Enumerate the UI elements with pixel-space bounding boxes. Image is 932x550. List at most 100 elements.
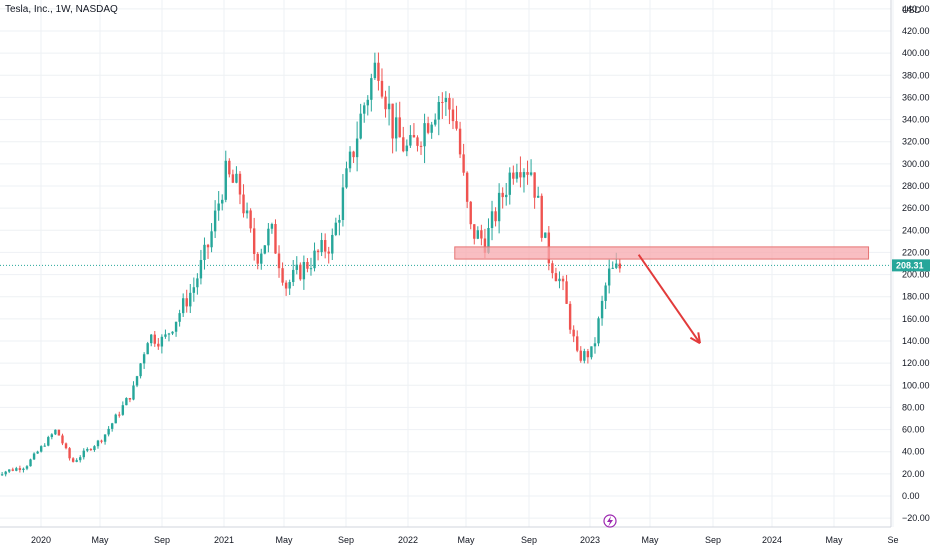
- candle-body: [391, 103, 394, 139]
- candle-body: [103, 434, 107, 442]
- resistance-zone[interactable]: [454, 246, 870, 260]
- candle-body: [277, 253, 281, 269]
- candle-body: [444, 97, 448, 103]
- candle-body: [384, 96, 387, 110]
- y-tick-label: 20.00: [902, 469, 925, 479]
- candle-body: [526, 172, 529, 175]
- y-tick-label: 120.00: [902, 358, 930, 368]
- candle-body: [551, 263, 554, 274]
- candle-body: [554, 273, 558, 282]
- candle-body: [455, 121, 458, 129]
- candle-body: [345, 168, 348, 188]
- candle-body: [370, 78, 373, 100]
- y-tick-label: 220.00: [902, 247, 930, 257]
- candle-body: [245, 210, 249, 214]
- candle-body: [611, 267, 614, 269]
- candle-body: [185, 298, 188, 307]
- candle-body: [540, 195, 543, 238]
- y-tick-label: 420.00: [902, 26, 930, 36]
- candle-body: [82, 450, 85, 458]
- candle-body: [199, 260, 203, 279]
- candle-body: [309, 268, 313, 270]
- y-tick-label: 140.00: [902, 336, 930, 346]
- y-tick-label: 440.00: [902, 4, 930, 14]
- candle-body: [522, 172, 526, 178]
- x-tick-label: May: [825, 535, 843, 545]
- candle-body: [75, 460, 78, 462]
- candle-body: [359, 113, 362, 139]
- candle-body: [206, 244, 210, 248]
- candle-body: [39, 446, 43, 452]
- currency-label: USD: [902, 5, 922, 15]
- candle-body: [323, 240, 327, 252]
- arrow-head: [697, 332, 701, 344]
- candle-body: [96, 440, 100, 447]
- candle-body: [462, 154, 465, 173]
- candle-body: [451, 109, 455, 122]
- y-tick-label: 300.00: [902, 159, 930, 169]
- candle-body: [313, 250, 316, 269]
- x-tick-label: 2024: [762, 535, 782, 545]
- candle-body: [501, 192, 504, 198]
- candle-body: [270, 224, 274, 229]
- candle-body: [32, 453, 36, 460]
- candle-body: [221, 199, 224, 204]
- candle-body: [4, 471, 7, 475]
- y-tick-label: 260.00: [902, 203, 930, 213]
- candle-body: [100, 440, 103, 442]
- y-tick-label: 80.00: [902, 402, 925, 412]
- candle-body: [15, 468, 18, 471]
- candle-body: [284, 282, 288, 289]
- candle-body: [235, 173, 238, 183]
- candle-body: [597, 318, 600, 344]
- candle-body: [480, 230, 483, 239]
- candle-body: [210, 231, 213, 248]
- candle-body: [8, 469, 11, 472]
- candle-body: [228, 160, 231, 175]
- candle-body: [533, 172, 536, 198]
- candle-body: [164, 334, 167, 337]
- projection-arrow[interactable]: [637, 254, 701, 344]
- candle-body: [487, 228, 490, 253]
- y-tick-label: 60.00: [902, 425, 925, 435]
- y-tick-label: 200.00: [902, 270, 930, 280]
- candle-body: [355, 138, 359, 158]
- candle-body: [490, 211, 494, 229]
- candle-body: [568, 303, 572, 330]
- candle-body: [68, 448, 71, 459]
- x-tick-label: Sep: [521, 535, 537, 545]
- candle-body: [128, 398, 132, 400]
- candle-body: [263, 245, 267, 254]
- candle-body: [181, 298, 185, 314]
- candle-body: [441, 101, 444, 103]
- x-tick-label: 2020: [31, 535, 51, 545]
- candle-body: [448, 97, 451, 110]
- candle-body: [25, 466, 29, 469]
- candle-body: [43, 445, 46, 447]
- candle-body: [146, 343, 149, 355]
- candle-body: [316, 250, 320, 253]
- candle-body: [107, 428, 110, 435]
- candle-body: [196, 278, 199, 288]
- symbol-title: Tesla, Inc., 1W, NASDAQ: [5, 4, 118, 15]
- candle-body: [469, 201, 472, 225]
- candle-body: [174, 321, 178, 332]
- candle-body: [171, 331, 174, 334]
- x-tick-label: May: [91, 535, 109, 545]
- candle-body: [132, 385, 135, 400]
- y-tick-label: 400.00: [902, 48, 930, 58]
- candle-body: [302, 261, 306, 280]
- candle-body: [327, 251, 330, 254]
- candle-body: [508, 172, 511, 195]
- candle-body: [281, 268, 284, 283]
- y-tick-label: 0.00: [902, 491, 920, 501]
- candle-body: [260, 253, 263, 264]
- candle-body: [224, 160, 227, 200]
- candle-body: [160, 336, 164, 347]
- candle-body: [409, 135, 412, 146]
- y-tick-label: 280.00: [902, 181, 930, 191]
- candle-body: [288, 282, 291, 289]
- candle-body: [299, 264, 302, 280]
